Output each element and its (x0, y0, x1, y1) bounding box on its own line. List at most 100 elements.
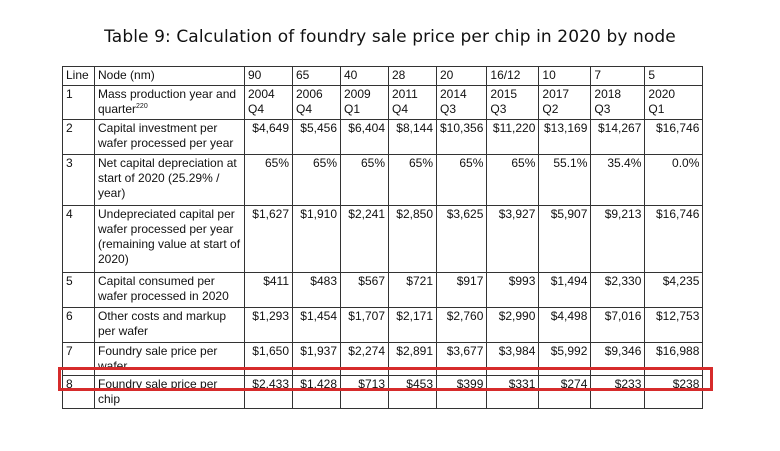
value-cell: $1,650 (244, 342, 293, 376)
value-cell: 65% (388, 154, 437, 206)
value-cell: $6,404 (340, 119, 389, 155)
header-row: Line Node (nm) 90 65 40 28 20 16/12 10 7 5 (62, 66, 704, 86)
row-label: Capital consumed per wafer processed in … (94, 272, 245, 308)
table-row: 1 Mass production year and quarter220 2004… (62, 85, 704, 120)
value-cell: $917 (435, 272, 488, 308)
value-cell: $5,992 (538, 342, 592, 376)
value-cell: $12,753 (644, 307, 704, 343)
row-line-number: 5 (62, 272, 95, 308)
value-cell: 0.0% (644, 154, 704, 206)
value-cell: $2,760 (435, 307, 488, 343)
value-cell: $3,625 (435, 205, 488, 273)
value-cell: $3,984 (486, 342, 540, 376)
value-cell: $4,498 (538, 307, 592, 343)
header-node-7: 7 (590, 66, 646, 86)
value-cell: $399 (435, 375, 488, 409)
value-cell: $1,293 (244, 307, 293, 343)
footnote-ref: 220 (136, 103, 148, 110)
value-cell: $1,937 (292, 342, 341, 376)
value-cell: $2,241 (340, 205, 389, 273)
foundry-price-table: Line Node (nm) 90 65 40 28 20 16/12 10 7 5 1 Mass pr… (62, 66, 704, 409)
year-cell: 2018 Q3 (590, 85, 646, 120)
year-cell: 2004 Q4 (244, 85, 293, 120)
value-cell: $238 (644, 375, 704, 409)
value-cell: $16,746 (644, 205, 704, 273)
year-cell: 2006 Q4 (292, 85, 341, 120)
value-cell: $5,907 (538, 205, 592, 273)
table-row: 2 Capital investment per wafer processed … (62, 119, 704, 155)
row-line-number: 2 (62, 119, 95, 155)
value-cell: $3,677 (435, 342, 488, 376)
header-node-5: 16/12 (486, 66, 540, 86)
row-line-number: 4 (62, 205, 95, 273)
value-cell: $721 (388, 272, 437, 308)
table-row: 6 Other costs and markup per wafer $1,293 $… (62, 307, 704, 343)
value-cell: $331 (486, 375, 540, 409)
row-line-number: 6 (62, 307, 95, 343)
value-cell: $7,016 (590, 307, 646, 343)
value-cell: $8,144 (388, 119, 437, 155)
year-cell: 2011 Q4 (388, 85, 437, 120)
value-cell: $4,235 (644, 272, 704, 308)
value-cell: 65% (244, 154, 293, 206)
value-cell: $4,649 (244, 119, 293, 155)
table-row: 4 Undepreciated capital per wafer process… (62, 205, 704, 273)
value-cell: $483 (292, 272, 341, 308)
value-cell: $2,330 (590, 272, 646, 308)
value-cell: 35.4% (590, 154, 646, 206)
row-label: Foundry sale price per chip (94, 375, 245, 409)
header-node-3: 28 (388, 66, 437, 86)
value-cell: $1,707 (340, 307, 389, 343)
value-cell: $233 (590, 375, 646, 409)
value-cell: $3,927 (486, 205, 540, 273)
row-line-number: 1 (62, 85, 95, 120)
table-row: 5 Capital consumed per wafer processed in… (62, 272, 704, 308)
row-label: Foundry sale price per wafer (94, 342, 245, 376)
value-cell: 65% (486, 154, 540, 206)
header-node: Node (nm) (94, 66, 245, 86)
value-cell: 65% (435, 154, 488, 206)
header-node-1: 65 (292, 66, 341, 86)
header-line: Line (62, 66, 95, 86)
year-cell: 2017 Q2 (538, 85, 592, 120)
value-cell: $411 (244, 272, 293, 308)
value-cell: 55.1% (538, 154, 592, 206)
value-cell: $1,627 (244, 205, 293, 273)
value-cell: $567 (340, 272, 389, 308)
value-cell: $2,990 (486, 307, 540, 343)
year-cell: 2020 Q1 (644, 85, 704, 120)
header-node-2: 40 (340, 66, 389, 86)
row-line-number: 8 (62, 375, 95, 409)
value-cell: $9,213 (590, 205, 646, 273)
value-cell: $16,988 (644, 342, 704, 376)
year-cell: 2015 Q3 (486, 85, 540, 120)
value-cell: $713 (340, 375, 389, 409)
value-cell: $13,169 (538, 119, 592, 155)
value-cell: $14,267 (590, 119, 646, 155)
year-cell: 2014 Q3 (435, 85, 488, 120)
value-cell: $2,171 (388, 307, 437, 343)
row-line-number: 7 (62, 342, 95, 376)
value-cell: $2,274 (340, 342, 389, 376)
row-line-number: 3 (62, 154, 95, 206)
value-cell: 65% (340, 154, 389, 206)
row-label: Net capital depreciation at start of 202… (94, 154, 245, 206)
row-label: Undepreciated capital per wafer processe… (94, 205, 245, 273)
row-label: Mass production year and quarter220 (94, 85, 245, 120)
value-cell: $1,454 (292, 307, 341, 343)
header-node-4: 20 (435, 66, 488, 86)
value-cell: $993 (486, 272, 540, 308)
value-cell: $274 (538, 375, 592, 409)
value-cell: $9,346 (590, 342, 646, 376)
row-label: Capital investment per wafer processed p… (94, 119, 245, 155)
value-cell: $1,910 (292, 205, 341, 273)
value-cell: $1,494 (538, 272, 592, 308)
table-row: 3 Net capital depreciation at start of 20… (62, 154, 704, 206)
row-label: Other costs and markup per wafer (94, 307, 245, 343)
value-cell: $11,220 (486, 119, 540, 155)
table-row: 8 Foundry sale price per chip $2,433 $1,428… (62, 375, 704, 409)
table-row: 7 Foundry sale price per wafer $1,650 $1,93… (62, 342, 704, 376)
header-node-6: 10 (538, 66, 592, 86)
header-node-8: 5 (644, 66, 704, 86)
value-cell: 65% (292, 154, 341, 206)
